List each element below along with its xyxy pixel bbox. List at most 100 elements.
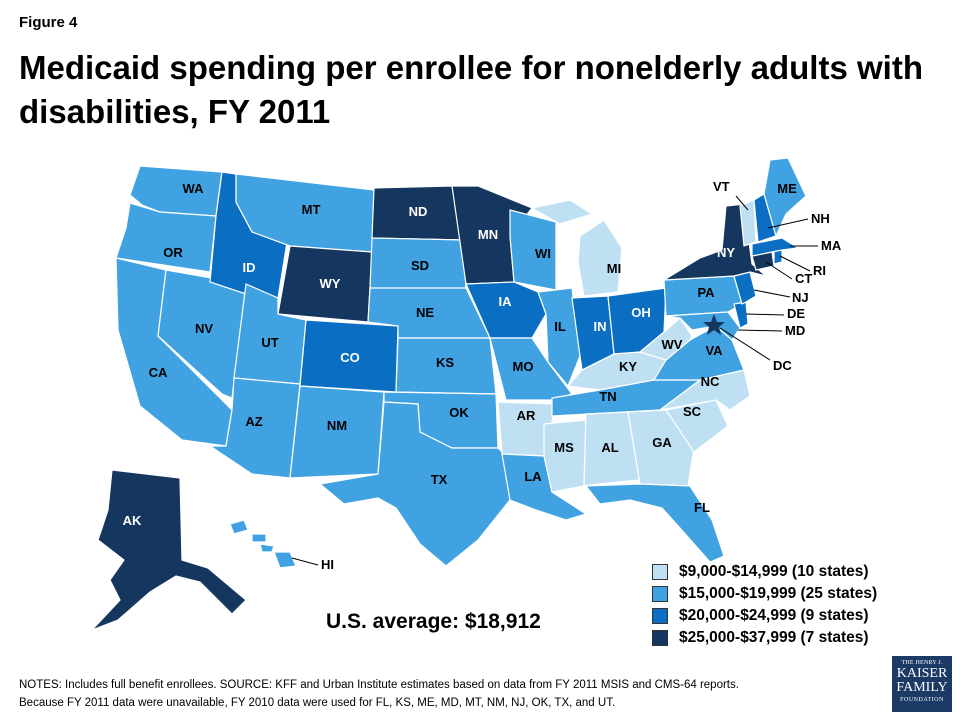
state-label-CO: CO [340,350,360,365]
legend-swatch [652,564,668,580]
kff-logo: THE HENRY J. KAISER FAMILY FOUNDATION [892,656,952,712]
state-RI[interactable] [773,249,783,265]
state-label-HI: HI [321,557,334,572]
leader-line-NH [767,218,809,229]
state-WV[interactable] [638,317,693,361]
state-label-SC: SC [683,404,702,419]
state-label-TX: TX [431,472,448,487]
state-label-AL: AL [601,440,618,455]
state-AK[interactable] [91,469,247,631]
state-label-ND: ND [409,204,428,219]
state-label-MA: MA [821,238,842,253]
state-label-VA: VA [705,343,723,358]
state-MI[interactable] [530,199,623,297]
leader-line-NJ [753,289,791,298]
state-label-CA: CA [149,365,168,380]
state-labels: WA OR CA NV ID MT WY UT AZ CO NM ND SD NE KS OK TX MN IA MO… [123,179,842,572]
state-label-UT: UT [261,335,278,350]
state-label-WV: WV [662,337,683,352]
state-label-DE: DE [787,306,805,321]
state-ME[interactable] [763,157,807,238]
legend-swatch [652,630,668,646]
state-label-AR: AR [517,408,536,423]
state-label-MD: MD [785,323,805,338]
legend-label: $9,000-$14,999 (10 states) [679,563,869,580]
logo-line-3: FAMILY [896,680,948,695]
state-label-SD: SD [411,258,429,273]
state-label-TN: TN [599,389,616,404]
state-label-WA: WA [183,181,205,196]
state-label-IN: IN [594,319,607,334]
state-WI[interactable] [509,209,557,291]
state-label-IA: IA [499,294,513,309]
state-label-AZ: AZ [245,414,262,429]
legend-item: $15,000-$19,999 (25 states) [652,583,877,605]
state-MO[interactable] [489,337,573,401]
state-VT[interactable] [739,199,757,247]
state-MD[interactable] [665,311,741,341]
leader-line-VT [735,195,749,211]
figure-label: Figure 4 [19,14,78,31]
notes-line-1: NOTES: Includes full benefit enrollees. … [19,679,739,691]
legend-item: $9,000-$14,999 (10 states) [652,561,877,583]
legend: $9,000-$14,999 (10 states) $15,000-$19,9… [652,561,877,649]
state-label-NV: NV [195,321,213,336]
state-label-IL: IL [554,319,566,334]
state-label-OR: OR [163,245,183,260]
leader-line-CT [765,261,793,280]
state-AL[interactable] [583,411,641,487]
state-label-NE: NE [416,305,434,320]
us-average: U.S. average: $18,912 [326,610,541,633]
state-label-PA: PA [697,285,715,300]
state-label-LA: LA [524,469,542,484]
state-label-NJ: NJ [792,290,809,305]
leader-line-HI [291,557,319,566]
state-FL[interactable] [584,483,725,563]
state-label-KS: KS [436,355,454,370]
state-MS[interactable] [543,419,587,493]
leader-line-MD [737,329,783,332]
legend-label: $20,000-$24,999 (9 states) [679,607,869,624]
state-label-NM: NM [327,418,347,433]
state-label-NH: NH [811,211,830,226]
notes-line-2: Because FY 2011 data were unavailable, F… [19,697,616,709]
state-label-MO: MO [513,359,534,374]
legend-swatch [652,586,668,602]
notes: NOTES: Includes full benefit enrollees. … [19,676,869,712]
state-label-RI: RI [813,263,826,278]
leader-line-RI [779,255,811,272]
state-TX[interactable] [318,401,511,567]
state-label-AK: AK [123,513,142,528]
state-OR[interactable] [115,202,217,273]
legend-label: $25,000-$37,999 (7 states) [679,629,869,646]
logo-line-1: THE HENRY J. [901,660,943,666]
legend-label: $15,000-$19,999 (25 states) [679,585,878,602]
logo-line-2: KAISER [896,666,948,681]
state-label-WI: WI [535,246,551,261]
state-DC[interactable] [703,314,725,335]
state-label-DC: DC [773,358,792,373]
state-label-OH: OH [631,305,651,320]
state-label-VT: VT [713,179,730,194]
legend-item: $25,000-$37,999 (7 states) [652,627,877,649]
state-label-OK: OK [449,405,469,420]
state-HI[interactable] [229,519,297,569]
state-MA[interactable] [751,237,800,257]
leader-line-DE [745,313,785,316]
chart-title: Medicaid spending per enrollee for nonel… [19,49,923,130]
logo-line-4: FOUNDATION [900,697,944,703]
state-label-MT: MT [302,202,321,217]
state-label-KY: KY [619,359,637,374]
state-GA[interactable] [627,409,695,487]
legend-swatch [652,608,668,624]
state-label-MS: MS [554,440,574,455]
state-label-FL: FL [694,500,710,515]
leader-line-DC [719,327,771,361]
state-label-ME: ME [777,181,797,196]
state-label-WY: WY [320,276,341,291]
legend-item: $20,000-$24,999 (9 states) [652,605,877,627]
state-label-CT: CT [795,271,812,286]
state-label-ID: ID [243,260,256,275]
state-label-MI: MI [607,261,621,276]
